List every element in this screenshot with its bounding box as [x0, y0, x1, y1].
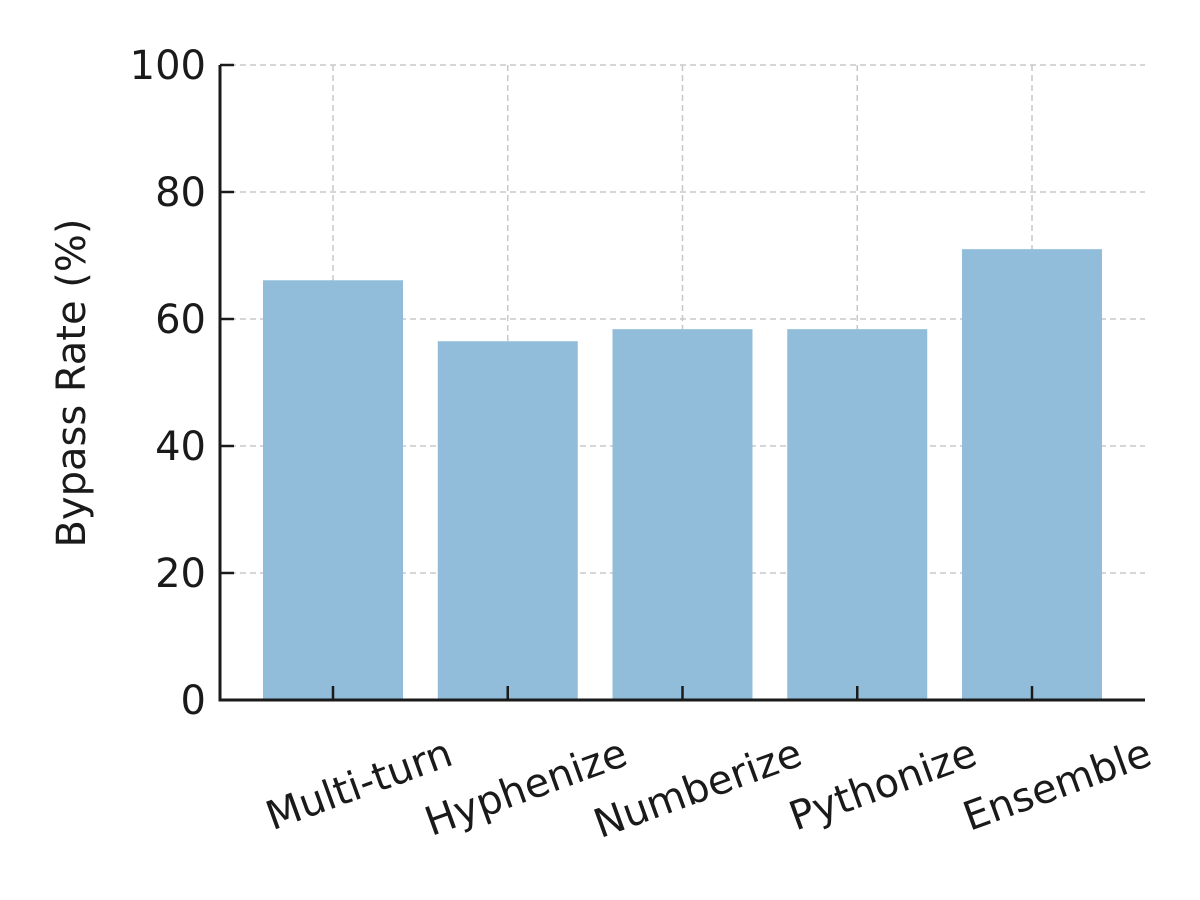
y-tick-label: 60: [155, 297, 206, 343]
y-axis-label: Bypass Rate (%): [49, 218, 95, 547]
bar: [263, 280, 403, 700]
x-tick-label: Pythonize: [783, 730, 982, 840]
bar: [787, 329, 928, 700]
bar: [962, 249, 1102, 700]
y-tick-label: 100: [130, 43, 206, 89]
y-tick-label: 20: [155, 551, 206, 597]
x-tick-label: Ensemble: [957, 730, 1157, 840]
bar: [437, 341, 578, 700]
y-tick-label: 40: [155, 424, 206, 470]
y-tick-label: 80: [155, 170, 206, 216]
y-tick-label: 0: [181, 678, 206, 724]
bar: [612, 329, 753, 700]
